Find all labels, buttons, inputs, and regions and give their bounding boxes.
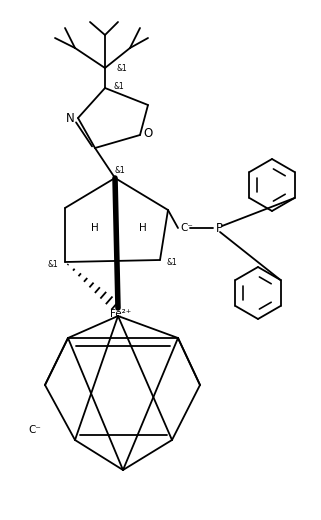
- Text: N: N: [65, 111, 74, 124]
- Text: H: H: [91, 223, 99, 233]
- Text: P: P: [215, 222, 222, 235]
- Text: &1: &1: [167, 257, 178, 267]
- Text: C⁻: C⁻: [180, 223, 193, 233]
- Text: C⁻: C⁻: [29, 425, 41, 435]
- Text: &1: &1: [48, 259, 58, 268]
- Text: H: H: [139, 223, 147, 233]
- Text: &1: &1: [114, 82, 124, 90]
- Text: O: O: [143, 126, 152, 139]
- Text: &1: &1: [115, 165, 126, 175]
- Text: Fe²⁺: Fe²⁺: [110, 309, 132, 319]
- Text: &1: &1: [117, 63, 127, 72]
